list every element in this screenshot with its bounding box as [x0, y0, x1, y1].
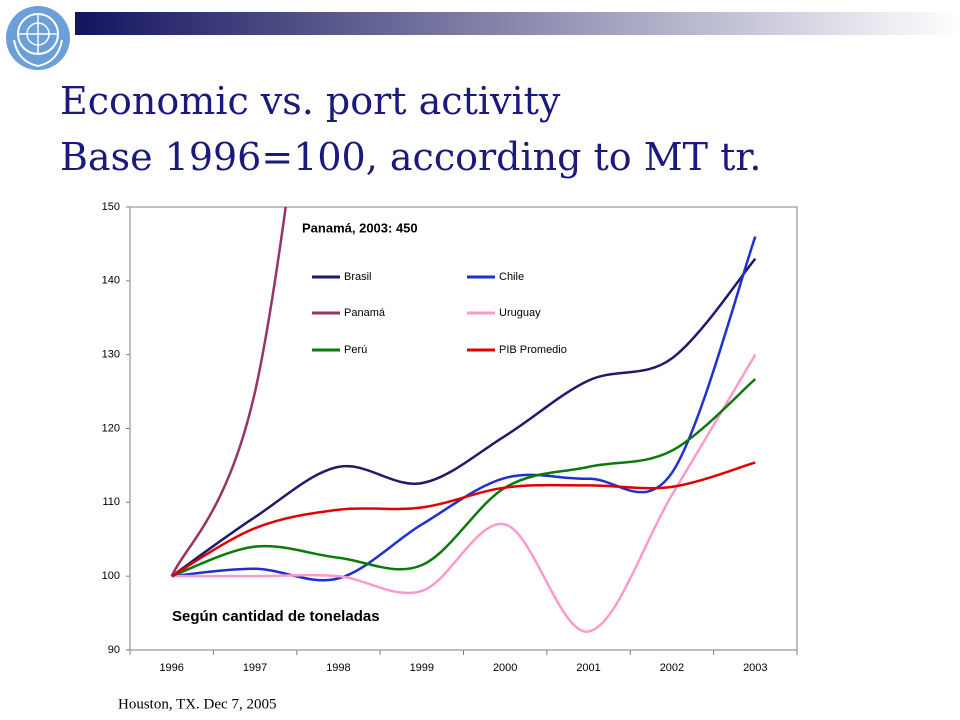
x-tick-label: 2003 [743, 662, 767, 674]
series-line [170, 257, 757, 578]
y-tick-label: 120 [102, 422, 120, 434]
y-tick-label: 140 [102, 275, 120, 287]
y-tick-label: 150 [102, 201, 120, 213]
series-group [170, 207, 757, 633]
subtitle: Base 1996=100, according to MT tr. [60, 135, 761, 179]
annotation: Panamá, 2003: 450 [302, 220, 418, 235]
y-tick-label: 110 [102, 496, 120, 508]
x-tick-label: 2000 [493, 662, 517, 674]
x-tick-label: 2002 [660, 662, 684, 674]
series-line [171, 236, 757, 582]
logo [6, 6, 70, 70]
annotation: Según cantidad de toneladas [172, 608, 380, 625]
series-line [171, 461, 756, 578]
x-tick-label: 2001 [576, 662, 600, 674]
footer: Houston, TX. Dec 7, 2005 [118, 696, 276, 712]
y-tick-label: 100 [102, 570, 120, 582]
x-tick-label: 1996 [159, 662, 183, 674]
legend-label: Brasil [344, 271, 372, 283]
legend-label: Chile [499, 271, 524, 283]
y-tick-label: 130 [102, 349, 120, 361]
title: Economic vs. port activity [60, 79, 561, 123]
x-tick-label: 1999 [410, 662, 434, 674]
plot-area [129, 206, 798, 651]
series-line [171, 378, 757, 578]
y-tick-label: 90 [108, 644, 120, 656]
x-tick-label: 1997 [243, 662, 267, 674]
header-bar [75, 12, 960, 35]
legend-label: Panamá [344, 307, 386, 319]
legend-label: PIB Promedio [499, 344, 567, 356]
series-line [170, 207, 288, 577]
series-line [171, 354, 757, 633]
legend-label: Uruguay [499, 307, 541, 319]
legend-label: Perú [344, 344, 367, 356]
x-tick-label: 1998 [326, 662, 350, 674]
